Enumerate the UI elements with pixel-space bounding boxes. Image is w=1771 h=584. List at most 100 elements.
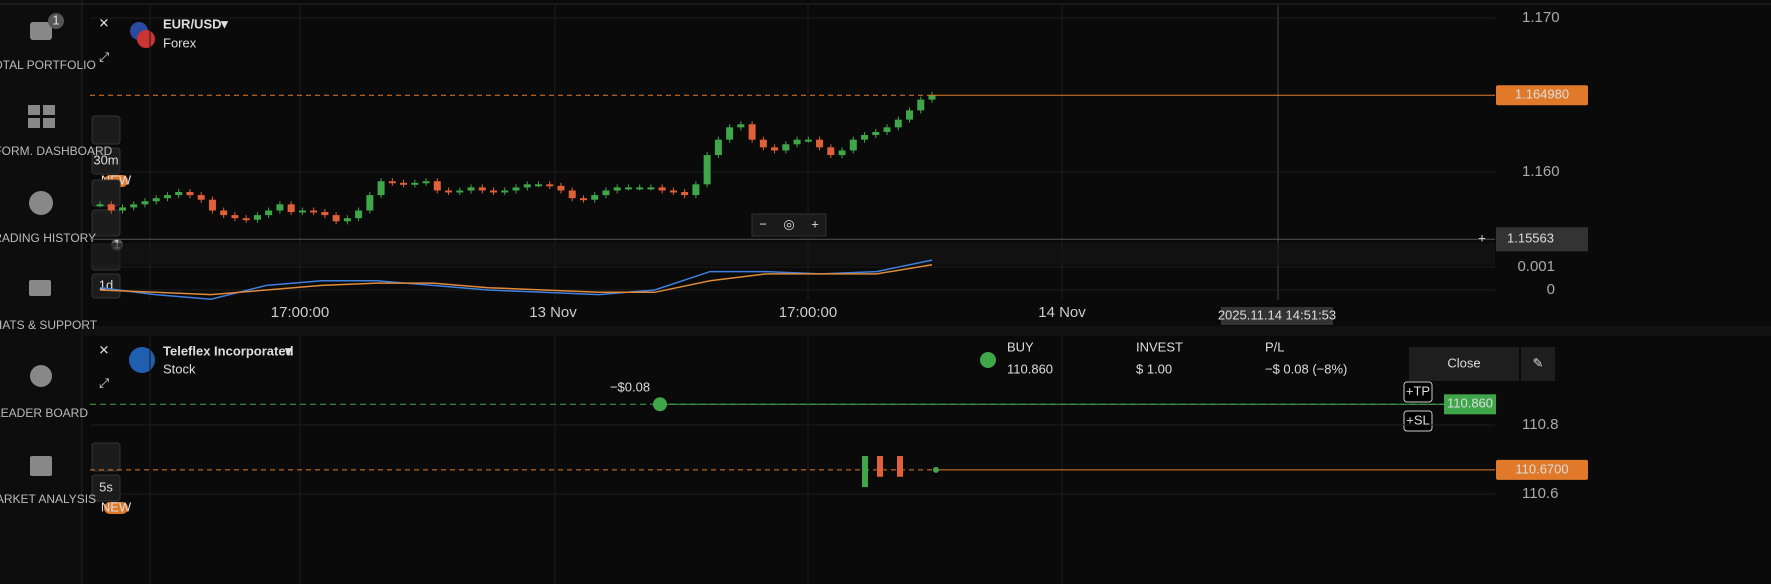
candle xyxy=(130,204,138,208)
candle xyxy=(771,147,779,151)
candle xyxy=(220,210,228,216)
market: Stock xyxy=(163,361,196,376)
svg-text:▼: ▼ xyxy=(282,343,295,358)
market: Forex xyxy=(163,35,197,50)
y-tick-label: 0.001 xyxy=(1517,258,1555,275)
sidebar-item: LEADER BOARD xyxy=(0,406,88,420)
candle xyxy=(872,131,880,136)
candle xyxy=(568,190,576,199)
price-dot xyxy=(933,466,939,473)
candle xyxy=(118,207,126,211)
y-tick-label: 1.160 xyxy=(1522,163,1560,180)
candle xyxy=(253,215,261,220)
candle xyxy=(265,210,273,216)
candle xyxy=(501,190,509,193)
candle xyxy=(917,99,925,111)
entry-marker xyxy=(653,397,667,412)
candle xyxy=(141,201,149,205)
y-tick-label: 110.8 xyxy=(1522,416,1558,433)
candle xyxy=(422,181,430,184)
candle xyxy=(433,181,441,191)
candle xyxy=(478,187,486,191)
pl-label: P/L xyxy=(1265,339,1285,354)
candle xyxy=(602,190,610,196)
candle xyxy=(332,215,340,222)
crosshair-tag xyxy=(1496,227,1588,252)
entry: 110.860 xyxy=(1007,361,1053,376)
candle xyxy=(591,195,599,200)
candle xyxy=(759,139,767,148)
candle xyxy=(894,119,902,128)
candle xyxy=(197,195,205,200)
x-tick-label: 17:00:00 xyxy=(779,304,837,321)
candle xyxy=(861,135,869,140)
candle xyxy=(613,187,621,191)
candle xyxy=(782,144,790,151)
candle xyxy=(546,184,554,187)
candle xyxy=(175,192,183,196)
candle xyxy=(343,218,351,222)
y-tick-label: 0 xyxy=(1547,281,1555,298)
candle xyxy=(186,192,194,196)
invest: $ 1.00 xyxy=(1136,361,1172,376)
svg-text:⤢: ⤢ xyxy=(99,375,109,390)
candle xyxy=(692,184,700,196)
candle xyxy=(208,199,216,211)
candle xyxy=(838,150,846,156)
crosshair-plus: + xyxy=(1478,231,1486,246)
close-label[interactable]: Close xyxy=(1447,355,1480,370)
candle xyxy=(669,190,677,193)
y-tick-label: 1.170 xyxy=(1522,9,1560,26)
y-tick-label: 110.6 xyxy=(1522,485,1558,502)
candle xyxy=(703,155,711,185)
candle xyxy=(827,147,835,156)
timeframe[interactable]: 30m xyxy=(93,152,118,167)
portfolio-badge: 1 xyxy=(52,12,59,27)
symbol[interactable]: Teleflex Incorporated xyxy=(163,343,294,358)
candle xyxy=(793,139,801,145)
candle xyxy=(636,187,644,190)
candle xyxy=(456,190,464,193)
candle xyxy=(748,124,756,140)
svg-text:−: − xyxy=(759,216,767,231)
candle xyxy=(490,190,498,193)
candle xyxy=(467,187,475,191)
candle xyxy=(512,187,520,191)
pl-marker: −$0.08 xyxy=(610,379,650,394)
candle xyxy=(579,198,587,201)
candle xyxy=(862,456,868,488)
candle xyxy=(737,124,745,128)
sidebar-item: PERFORM. DASHBOARD xyxy=(0,144,113,158)
candle xyxy=(276,204,284,211)
x-tick-label: 14 Nov xyxy=(1038,304,1086,321)
sl-button[interactable]: +SL xyxy=(1406,412,1430,427)
symbol[interactable]: EUR/USD xyxy=(163,16,222,31)
candle xyxy=(411,182,419,185)
svg-text:+: + xyxy=(811,216,819,231)
candle xyxy=(366,195,374,211)
close-chart[interactable]: ✕ xyxy=(99,342,110,357)
price-tag-label: 1.164980 xyxy=(1515,87,1569,102)
candle xyxy=(557,185,565,191)
timeframe[interactable]: 5s xyxy=(99,479,113,494)
x-tick-label: 17:00:00 xyxy=(271,304,329,321)
candle xyxy=(163,195,171,199)
direction: BUY xyxy=(1007,339,1034,354)
candle xyxy=(804,139,812,142)
candle xyxy=(647,187,655,190)
candle xyxy=(906,110,914,120)
candle xyxy=(877,456,883,477)
price-tag xyxy=(1496,459,1588,480)
candle xyxy=(321,212,329,216)
price-tag-label: 110.6700 xyxy=(1515,461,1568,476)
close-button[interactable] xyxy=(1409,347,1519,381)
new-badge: NEW xyxy=(101,499,132,514)
tp-button[interactable]: +TP xyxy=(1406,383,1430,398)
crosshair-time: 2025.11.14 14:51:53 xyxy=(1218,307,1336,322)
svg-text:◎: ◎ xyxy=(783,216,794,231)
candle xyxy=(287,204,295,213)
close-chart[interactable]: ✕ xyxy=(99,15,110,30)
svg-text:✎: ✎ xyxy=(1533,355,1544,370)
